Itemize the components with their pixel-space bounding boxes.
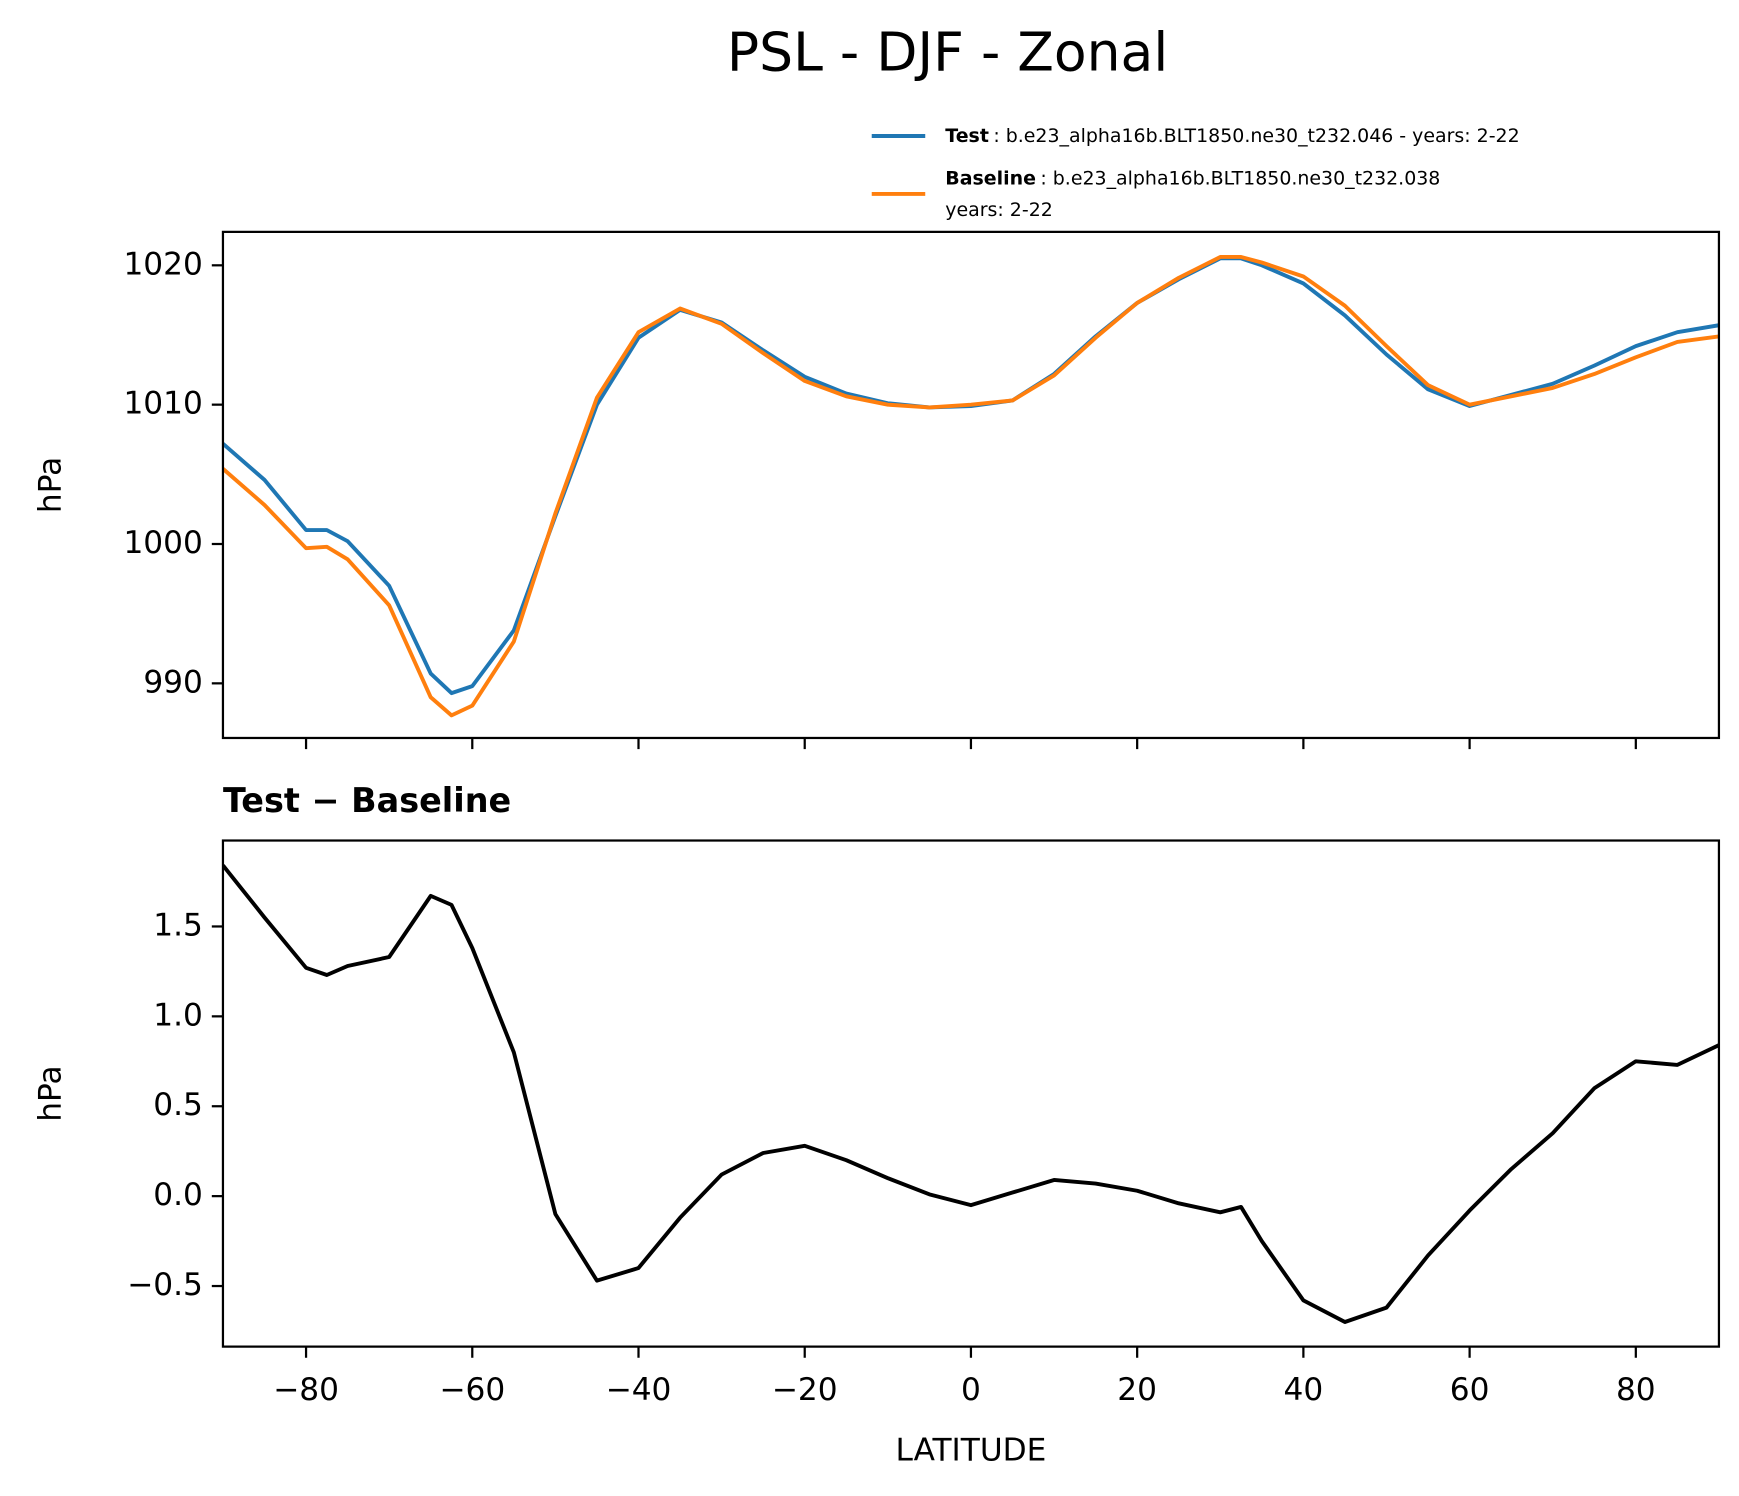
y-tick-label: 1.5 xyxy=(153,907,203,943)
y-axis-label: hPa xyxy=(32,1065,68,1121)
legend-name: Baseline xyxy=(945,167,1036,189)
x-axis-label: LATITUDE xyxy=(895,1432,1046,1468)
x-tick-label: 60 xyxy=(1450,1372,1490,1408)
plot-frame xyxy=(221,839,1721,1348)
legend-name: Test xyxy=(945,125,989,147)
y-tick-label: 1000 xyxy=(123,525,202,561)
plot-area xyxy=(222,255,1719,718)
series-line xyxy=(222,864,1719,1324)
legend-label: Baseline: b.e23_alpha16b.BLT1850.ne30_t2… xyxy=(945,167,1440,189)
y-axis-label: hPa xyxy=(32,457,68,513)
x-tick-label: 20 xyxy=(1117,1372,1157,1408)
series-line xyxy=(222,255,1719,718)
y-tick-label: −0.5 xyxy=(127,1267,203,1303)
plot-frame xyxy=(221,230,1721,740)
x-tick-label: 40 xyxy=(1284,1372,1324,1408)
y-tick-label: 1.0 xyxy=(153,997,203,1033)
x-tick-label: −40 xyxy=(606,1372,672,1408)
y-tick-label: 1010 xyxy=(123,386,202,422)
plot-area xyxy=(222,864,1719,1324)
legend-description: years: 2-22 xyxy=(945,199,1052,221)
legend-description: : b.e23_alpha16b.BLT1850.ne30_t232.038 xyxy=(1040,167,1440,189)
x-tick-label: 80 xyxy=(1616,1372,1656,1408)
x-tick-label: −20 xyxy=(772,1372,838,1408)
legend-label: Test: b.e23_alpha16b.BLT1850.ne30_t232.0… xyxy=(945,125,1519,147)
panel-title: Test − Baseline xyxy=(223,781,511,820)
y-tick-label: 990 xyxy=(143,664,203,700)
x-tick-label: −60 xyxy=(439,1372,505,1408)
y-tick-label: 1020 xyxy=(123,246,202,282)
legend-description: : b.e23_alpha16b.BLT1850.ne30_t232.046 -… xyxy=(993,125,1519,147)
chart-title: PSL - DJF - Zonal xyxy=(727,20,1168,83)
x-tick-label: 0 xyxy=(961,1372,981,1408)
y-tick-label: 0.0 xyxy=(153,1177,203,1213)
y-tick-label: 0.5 xyxy=(153,1087,203,1123)
x-tick-label: −80 xyxy=(273,1372,339,1408)
